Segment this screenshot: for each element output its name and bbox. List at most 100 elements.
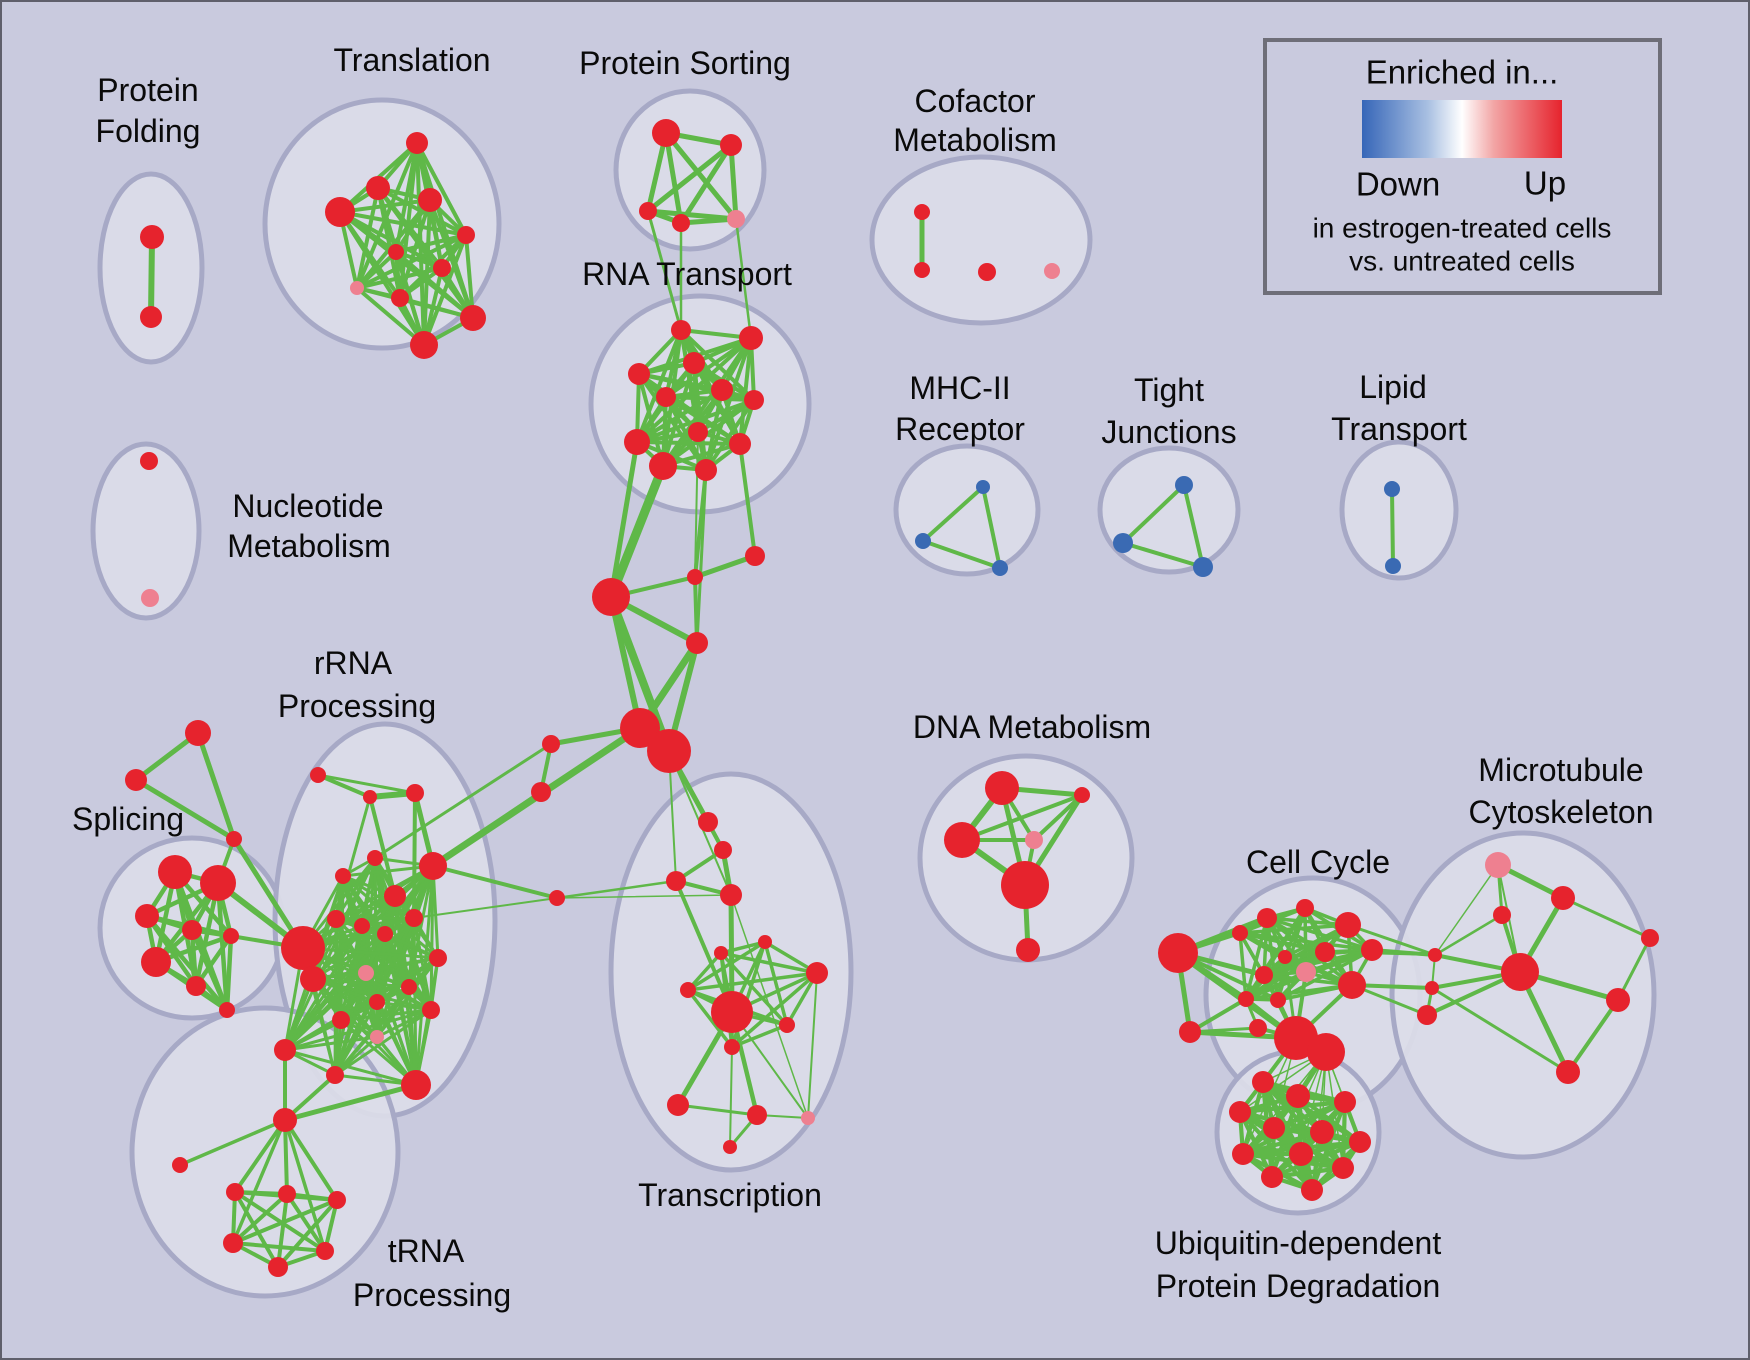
node-rr6 — [405, 909, 423, 927]
node-tx10 — [724, 1039, 740, 1055]
node-tr4 — [223, 1233, 243, 1253]
label-protein-sorting-0: Protein Sorting — [579, 45, 791, 81]
node-cc6 — [1296, 962, 1316, 982]
edge-d1-d3 — [1032, 793, 1084, 842]
node-tx9 — [779, 1017, 795, 1033]
edge-cc6-cc8 — [1244, 970, 1308, 1001]
label-rna-transport-0: RNA Transport — [582, 256, 792, 292]
node-m1 — [915, 533, 931, 549]
node-d4 — [1001, 861, 1049, 909]
node-tx6 — [806, 962, 828, 984]
node-u8 — [1289, 1142, 1313, 1166]
node-d5 — [1016, 938, 1040, 962]
legend-text-sub2: vs. untreated cells — [1349, 246, 1575, 277]
node-ch2 — [1307, 1033, 1345, 1071]
node-tx1 — [714, 841, 732, 859]
node-n1 — [141, 589, 159, 607]
node-cc14 — [1232, 925, 1248, 941]
edge-l0-l1 — [1390, 487, 1395, 568]
node-rc — [406, 784, 424, 802]
edge-s0-s2 — [195, 730, 237, 842]
cluster-ellipse-microtubule-cytoskeleton — [1389, 830, 1657, 1160]
edge-bb0-bb1 — [692, 553, 758, 580]
node-tr5 — [316, 1242, 334, 1260]
node-rr10 — [401, 979, 417, 995]
nodes-layer — [125, 119, 1659, 1277]
node-rr0 — [367, 850, 383, 866]
node-mt2 — [1493, 906, 1511, 924]
node-ch1 — [1274, 1016, 1318, 1060]
node-rr17 — [401, 1070, 431, 1100]
edge-rr13-rr16 — [333, 1018, 343, 1077]
edge-rt0-rt6 — [679, 328, 756, 402]
edge-ps1-ps3 — [678, 142, 734, 226]
edge-tx5-tx6 — [719, 951, 819, 975]
edge-t4-t10 — [422, 233, 468, 347]
edge-t4-t5 — [394, 233, 468, 254]
edge-m0-m1 — [921, 485, 985, 543]
edge-conn1-rr2 — [431, 864, 559, 900]
cluster-ellipse-cofactor-metabolism — [869, 154, 1093, 326]
edge-rt6-rt11 — [704, 398, 756, 472]
label-nucleotide-metabolism-1: Metabolism — [227, 528, 391, 564]
edge-tx10-tx14 — [729, 1046, 733, 1148]
edge-t2-t4 — [338, 210, 468, 237]
node-s0 — [185, 720, 211, 746]
node-j1 — [1113, 533, 1133, 553]
node-u5 — [1310, 1120, 1334, 1144]
edge-t4-t9 — [464, 233, 475, 320]
label-lipid-transport-1: Transport — [1331, 411, 1467, 447]
node-m2 — [992, 560, 1008, 576]
edge-t2-t3 — [338, 198, 432, 214]
edge-tx2-tx8 — [674, 879, 734, 1014]
label-tight-junctions-0: Tight — [1134, 372, 1204, 408]
node-mt1 — [1551, 886, 1575, 910]
edge-tx4-tx5 — [719, 940, 767, 955]
node-t9 — [460, 305, 486, 331]
node-sp2 — [135, 904, 159, 928]
edge-rc-rr6 — [412, 791, 417, 920]
label-rrna-processing-0: rRNA — [314, 645, 393, 681]
edge-u9-u10 — [1269, 1165, 1346, 1180]
node-u7 — [1232, 1143, 1254, 1165]
node-cbig — [1158, 933, 1198, 973]
node-rt10 — [649, 452, 677, 480]
node-pf1 — [140, 306, 162, 328]
node-ps3 — [672, 214, 690, 232]
node-ra — [310, 767, 326, 783]
edge-cc3-cc14 — [1238, 931, 1374, 952]
edge-t7-t10 — [355, 286, 426, 347]
edge-ch2-u7 — [1242, 1051, 1327, 1155]
node-mt6 — [1641, 929, 1659, 947]
node-bb4 — [620, 708, 660, 748]
label-splicing-0: Splicing — [72, 801, 184, 837]
edge-tx6-tx13 — [807, 972, 818, 1119]
node-n0 — [140, 452, 158, 470]
edge-ps4-rt1 — [734, 217, 753, 340]
edge-ps0-ps3 — [663, 130, 684, 226]
node-ps0 — [652, 119, 680, 147]
edge-rt8-bb2 — [608, 439, 640, 600]
node-u10 — [1261, 1166, 1283, 1188]
node-cc1 — [1296, 899, 1314, 917]
edge-mtc0-mt0 — [1434, 864, 1499, 956]
edge-bb6-rr0 — [373, 742, 553, 860]
edge-sp4-sp7 — [224, 933, 234, 1013]
edge-t2-t10 — [338, 210, 426, 347]
edge-ps1-ps2 — [645, 142, 734, 214]
node-t8 — [391, 289, 409, 307]
node-u11 — [1301, 1179, 1323, 1201]
node-t1 — [366, 176, 390, 200]
label-cell-cycle-0: Cell Cycle — [1246, 844, 1390, 880]
node-cc5 — [1278, 950, 1292, 964]
label-ubiquitin-degradation-0: Ubiquitin-dependent — [1155, 1225, 1442, 1261]
node-tx3 — [720, 884, 742, 906]
edge-mtc1-mt5 — [1430, 986, 1570, 1074]
node-tr6 — [268, 1257, 288, 1277]
edge-t5-t9 — [394, 250, 475, 320]
node-cc11 — [1179, 1021, 1201, 1043]
node-rt8 — [624, 429, 650, 455]
node-l0 — [1384, 481, 1400, 497]
edge-rr14-rr15 — [283, 1035, 379, 1052]
node-rr5 — [354, 918, 370, 934]
